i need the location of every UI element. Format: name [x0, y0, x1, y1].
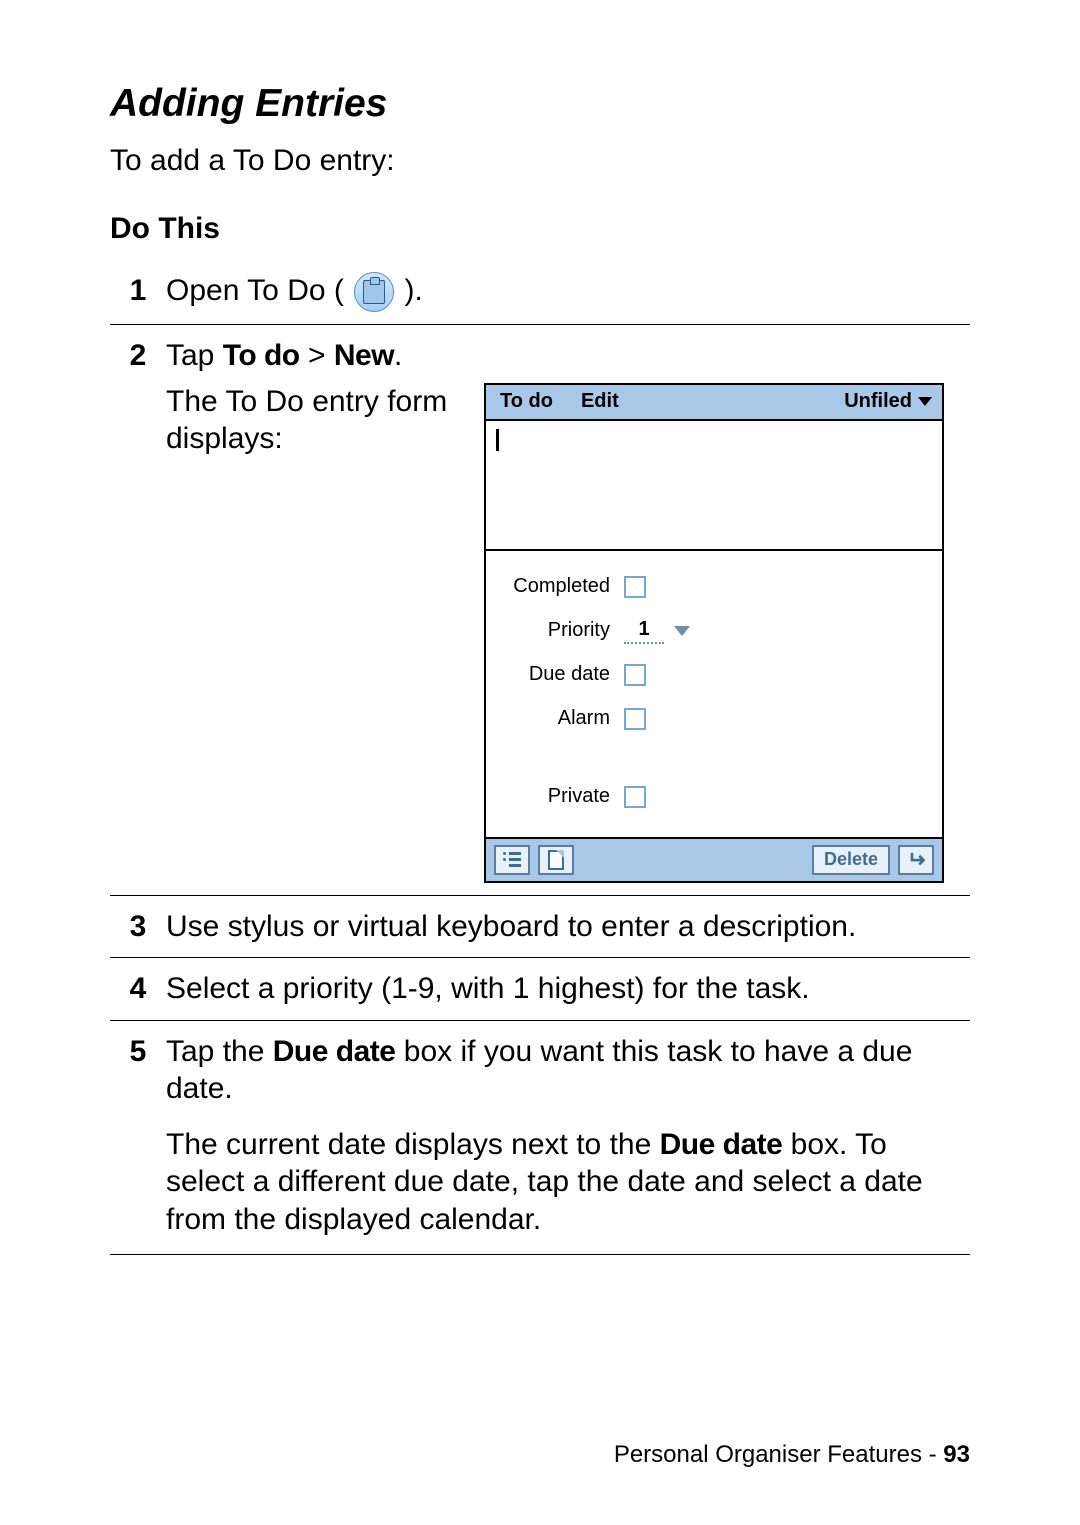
- step-text: The current date displays next to the: [166, 1128, 660, 1161]
- category-label: Unfiled: [844, 389, 912, 414]
- step-text: Open To Do (: [166, 274, 352, 307]
- pda-screenshot: To do Edit Unfiled: [484, 383, 944, 883]
- steps-table: 1 Open To Do ( ). 2 Tap To do > New. The…: [110, 260, 970, 1255]
- step-text: Use stylus or virtual keyboard to enter …: [166, 895, 970, 958]
- alarm-checkbox[interactable]: [624, 708, 646, 730]
- step-row: 1 Open To Do ( ).: [110, 260, 970, 325]
- completed-label: Completed: [496, 574, 624, 599]
- section-heading: Adding Entries: [110, 82, 970, 126]
- new-button[interactable]: [538, 845, 574, 875]
- step-text: ).: [396, 274, 423, 307]
- menu-edit[interactable]: Edit: [567, 389, 633, 414]
- menu-todo[interactable]: To do: [486, 389, 567, 414]
- footer-sep: -: [922, 1441, 943, 1468]
- ui-term: Due date: [660, 1128, 783, 1161]
- step-number: 4: [110, 958, 166, 1021]
- list-icon: [503, 852, 521, 868]
- todo-app-icon: [354, 272, 394, 312]
- due-date-label: Due date: [496, 662, 624, 687]
- return-icon: ↵: [907, 846, 925, 874]
- private-label: Private: [496, 784, 624, 809]
- alarm-label: Alarm: [496, 706, 624, 731]
- step-body: Tap To do > New. The To Do entry form di…: [166, 325, 970, 896]
- priority-value[interactable]: 1: [624, 617, 664, 644]
- pda-menubar: To do Edit Unfiled: [486, 385, 942, 421]
- footer-section: Personal Organiser Features: [614, 1441, 922, 1468]
- footer-page-number: 93: [943, 1441, 970, 1468]
- menu-path-text: New: [334, 339, 394, 372]
- new-file-icon: [548, 850, 564, 870]
- category-selector[interactable]: Unfiled: [834, 389, 942, 414]
- step-body: Open To Do ( ).: [166, 260, 970, 325]
- private-checkbox[interactable]: [624, 786, 646, 808]
- step-number: 5: [110, 1020, 166, 1255]
- step-row: 4 Select a priority (1-9, with 1 highest…: [110, 958, 970, 1021]
- page-footer: Personal Organiser Features - 93: [0, 1441, 1080, 1469]
- step-text: Select a priority (1-9, with 1 highest) …: [166, 958, 970, 1021]
- step-text: Tap the: [166, 1035, 273, 1068]
- intro-text: To add a To Do entry:: [110, 144, 970, 178]
- menu-path-text: To do: [223, 339, 300, 372]
- ui-term: Due date: [273, 1035, 396, 1068]
- step-body: Tap the Due date box if you want this ta…: [166, 1020, 970, 1255]
- step-text: Tap: [166, 339, 223, 372]
- step-number: 2: [110, 325, 166, 896]
- completed-checkbox[interactable]: [624, 576, 646, 598]
- step-row: 5 Tap the Due date box if you want this …: [110, 1020, 970, 1255]
- step-text: The To Do entry form displays:: [166, 383, 456, 458]
- priority-dropdown-icon[interactable]: [674, 626, 690, 636]
- text-cursor: [496, 429, 499, 451]
- step-text: >: [300, 339, 334, 372]
- return-button[interactable]: ↵: [898, 845, 934, 875]
- priority-label: Priority: [496, 618, 624, 643]
- list-view-button[interactable]: [494, 845, 530, 875]
- chevron-down-icon: [918, 397, 932, 406]
- delete-button[interactable]: Delete: [812, 845, 890, 875]
- step-number: 1: [110, 260, 166, 325]
- pda-toolbar: Delete ↵: [486, 839, 942, 881]
- do-this-label: Do This: [110, 212, 970, 246]
- description-input[interactable]: [486, 421, 942, 551]
- step-number: 3: [110, 895, 166, 958]
- due-date-checkbox[interactable]: [624, 664, 646, 686]
- pda-fields: Completed Priority 1 Due date: [486, 551, 942, 839]
- step-row: 3 Use stylus or virtual keyboard to ente…: [110, 895, 970, 958]
- step-text: .: [394, 339, 402, 372]
- step-row: 2 Tap To do > New. The To Do entry form …: [110, 325, 970, 896]
